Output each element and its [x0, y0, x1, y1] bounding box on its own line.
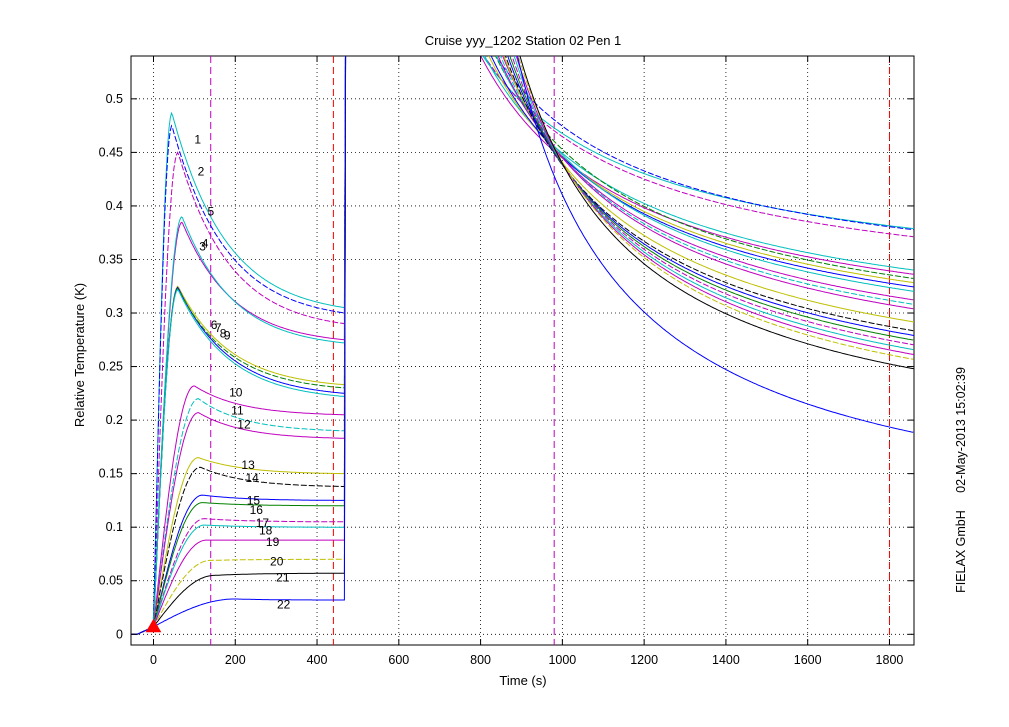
series-22-decay: [517, 56, 914, 433]
sensor-label-14: 14: [245, 471, 259, 485]
sensor-label-18: 18: [259, 523, 273, 537]
grid: [131, 56, 914, 645]
x-tick-label: 0: [150, 653, 157, 667]
x-tick-label: 1600: [794, 653, 822, 667]
series-7-decay: [490, 56, 914, 288]
y-tick-label: 0.3: [106, 306, 123, 320]
series-4-decay: [484, 56, 914, 271]
sensor-label-9: 9: [224, 329, 231, 343]
y-tick-label: 0.5: [106, 92, 123, 106]
y-tick-label: 0: [116, 627, 123, 641]
series-9-line: [131, 56, 346, 635]
series-10-line: [131, 56, 347, 635]
sensor-label-12: 12: [237, 417, 251, 431]
x-tick-label: 400: [307, 653, 328, 667]
series-6-decay: [488, 56, 914, 284]
x-tick-label: 1400: [712, 653, 740, 667]
sensor-label-5: 5: [207, 204, 214, 218]
y-tick-label: 0.45: [99, 145, 123, 159]
sensor-label-15: 15: [247, 493, 261, 507]
series-13-line: [131, 56, 347, 635]
series-12-line: [131, 56, 347, 635]
y-axis-label: Relative Temperature (K): [72, 283, 87, 427]
series-14-decay: [504, 56, 914, 332]
series-21-line: [131, 56, 347, 635]
sensor-label-19: 19: [266, 535, 280, 549]
series-14-line: [131, 56, 347, 635]
series-18-line: [131, 56, 347, 635]
series-5-decay: [495, 56, 914, 231]
x-tick-label: 1200: [630, 653, 658, 667]
sensor-label-21: 21: [276, 571, 290, 585]
red-triangle-marker: [145, 618, 162, 633]
sensor-label-2: 2: [198, 165, 205, 179]
series-17-line: [131, 56, 347, 635]
series-8-line: [131, 56, 346, 635]
series-17-decay: [511, 56, 914, 346]
y-tick-label: 0.2: [106, 413, 123, 427]
ticks: 0 200 400 600 800 1000 1200 1400 1600 1800 0 0.05 0.…: [99, 56, 914, 667]
series-18-decay: [513, 56, 914, 351]
x-tick-label: 600: [388, 653, 409, 667]
chart-title: Cruise yyy_1202 Station 02 Pen 1: [425, 33, 622, 48]
sensor-label-13: 13: [241, 458, 255, 472]
y-tick-label: 0.4: [106, 199, 123, 213]
sensor-label-22: 22: [277, 597, 291, 611]
series-16-decay: [509, 56, 914, 341]
series-4-line: [131, 56, 346, 635]
x-tick-label: 200: [225, 653, 246, 667]
x-axis-label: Time (s): [499, 673, 546, 688]
sensor-label-3: 3: [199, 240, 206, 254]
plot-area: [130, 55, 915, 646]
series-2-line: [131, 56, 346, 635]
x-tick-label: 1000: [548, 653, 576, 667]
plot-frame: [130, 55, 915, 646]
y-tick-label: 0.1: [106, 520, 123, 534]
vertical-lines: [210, 56, 890, 645]
x-tick-label: 800: [470, 653, 491, 667]
sensor-label-1: 1: [194, 133, 201, 147]
side-watermark: FIELAX GmbH 02-May-2013 15:02:39: [954, 367, 968, 593]
x-tick-label: 1800: [876, 653, 904, 667]
sensor-label-16: 16: [250, 503, 264, 517]
series-20-decay: [517, 56, 914, 360]
sensor-label-20: 20: [270, 554, 284, 568]
series-layer: [131, 56, 914, 635]
series-1-line: [131, 56, 346, 635]
sensor-label-6: 6: [211, 318, 218, 332]
series-11-line: [131, 56, 347, 635]
sensor-label-7: 7: [215, 321, 222, 335]
series-15-decay: [507, 56, 914, 336]
sensor-label-11: 11: [231, 403, 244, 417]
y-tick-label: 0.35: [99, 252, 123, 266]
sensor-label-10: 10: [229, 385, 243, 399]
sensor-label-8: 8: [220, 326, 227, 340]
sensor-label-4: 4: [202, 236, 209, 250]
y-tick-label: 0.05: [99, 574, 123, 588]
series-22-line: [131, 56, 347, 635]
y-tick-label: 0.25: [99, 360, 123, 374]
sensor-label-17: 17: [256, 516, 270, 530]
series-16-line: [131, 56, 347, 635]
markers: [145, 618, 162, 633]
y-tick-label: 0.15: [99, 467, 123, 481]
series-5-line: [131, 56, 346, 635]
series-15-line: [131, 56, 347, 635]
series-19-line: [131, 56, 347, 635]
series-20-line: [131, 56, 347, 635]
series-21-decay: [519, 56, 914, 370]
